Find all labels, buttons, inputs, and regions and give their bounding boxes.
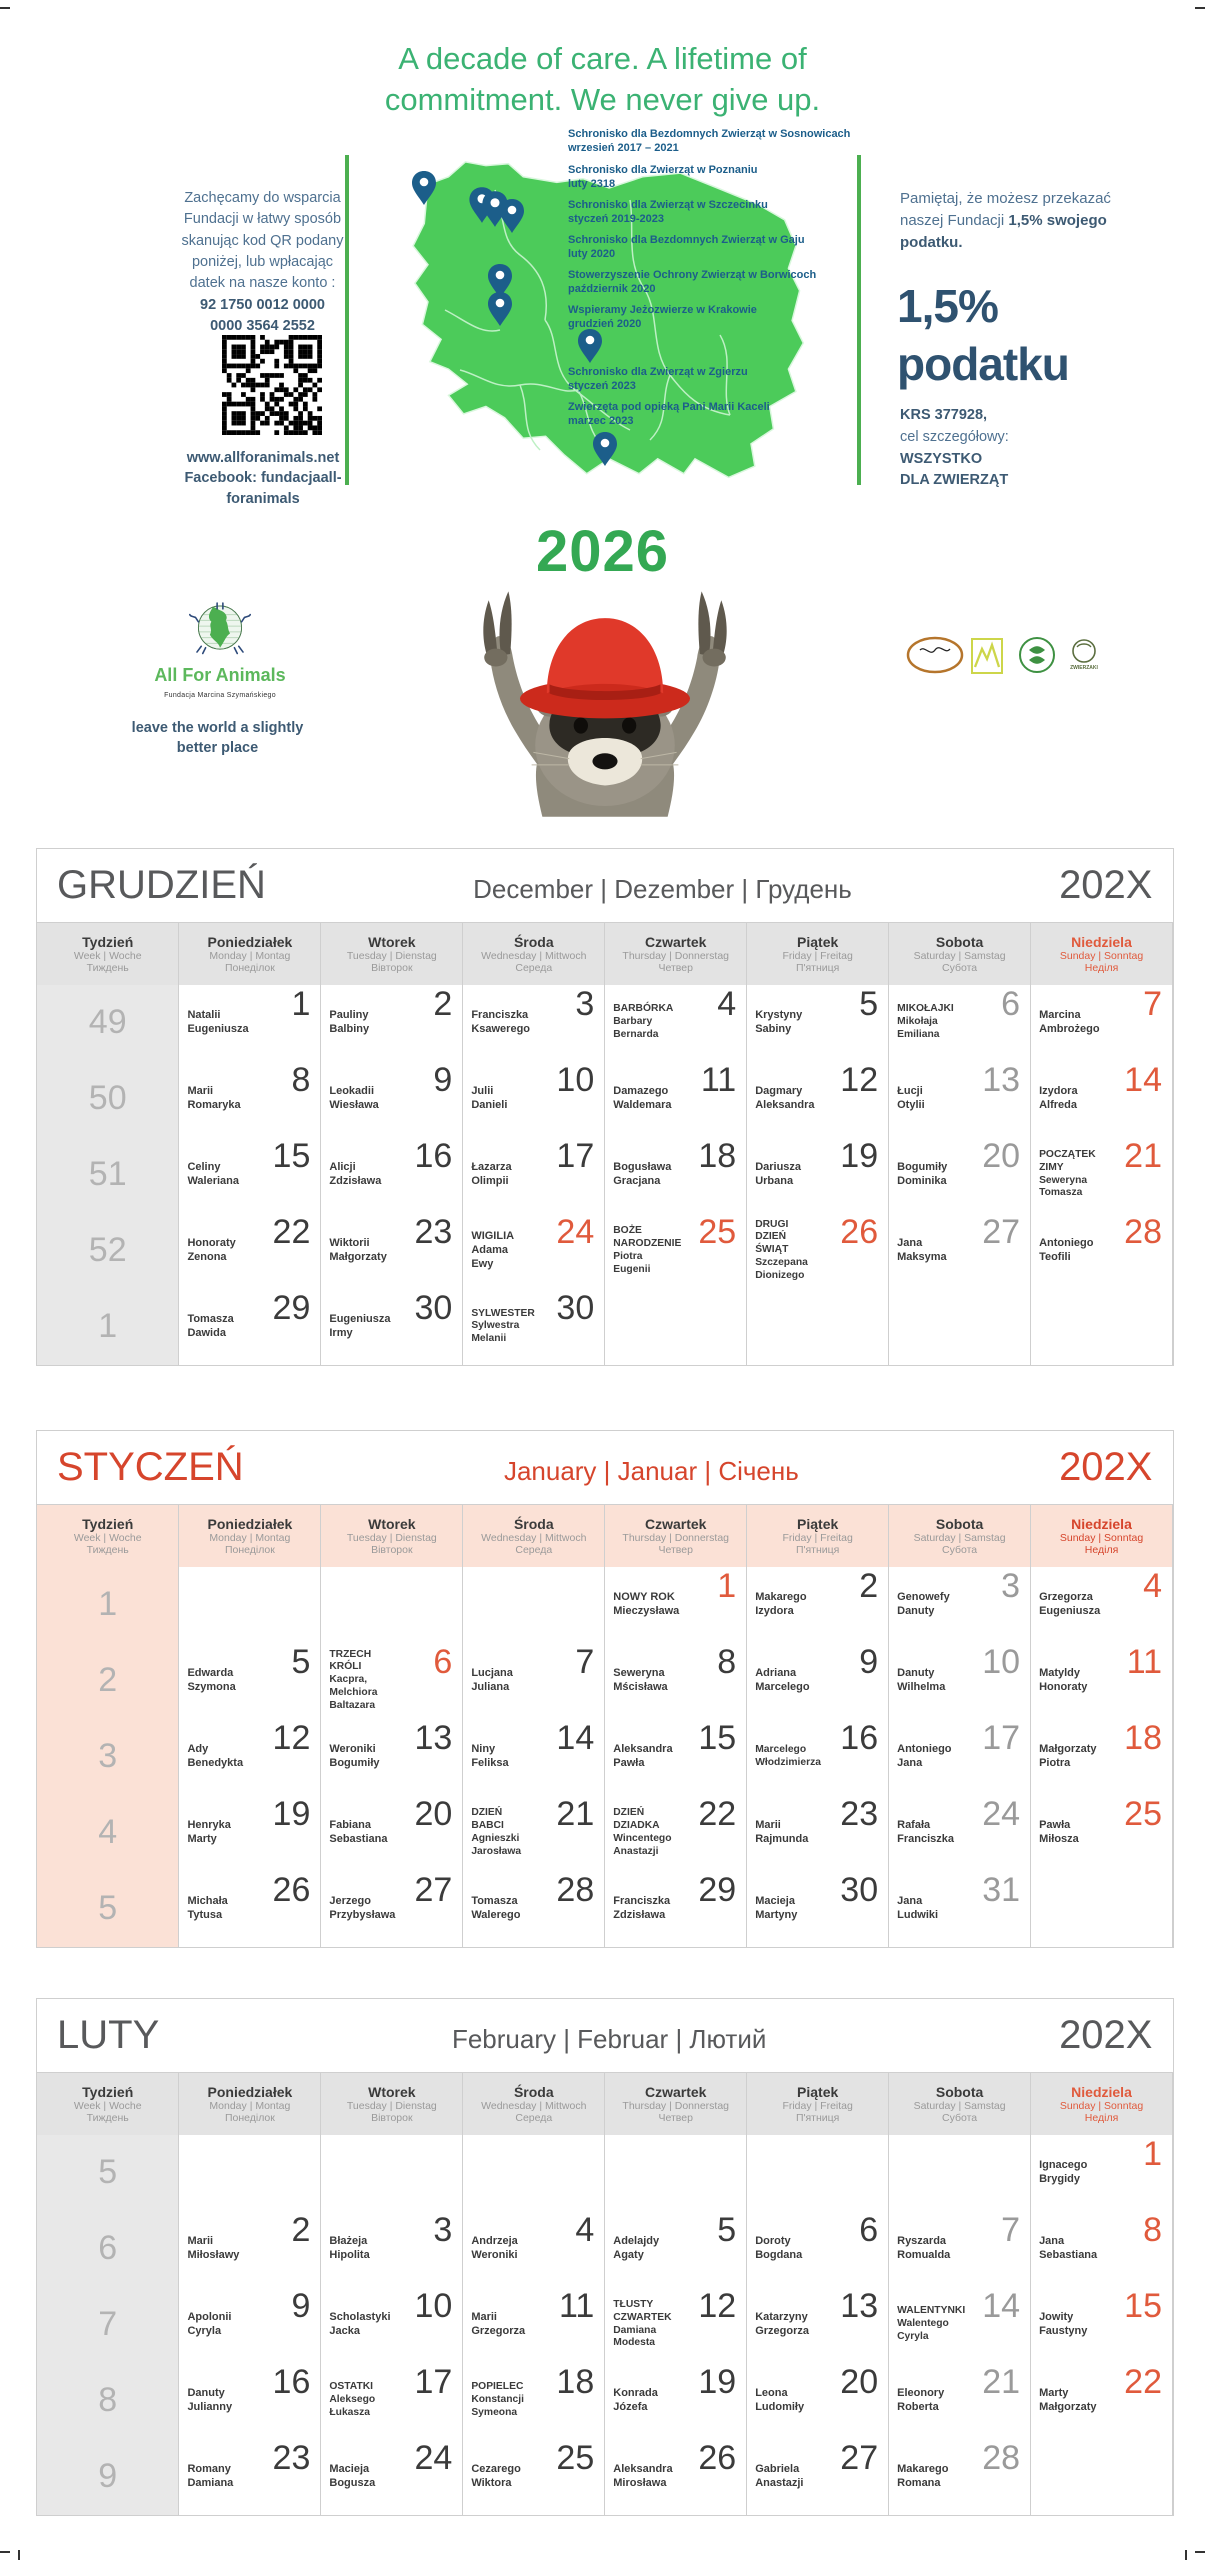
svg-text:ZWIERZAKI: ZWIERZAKI	[1070, 665, 1098, 671]
